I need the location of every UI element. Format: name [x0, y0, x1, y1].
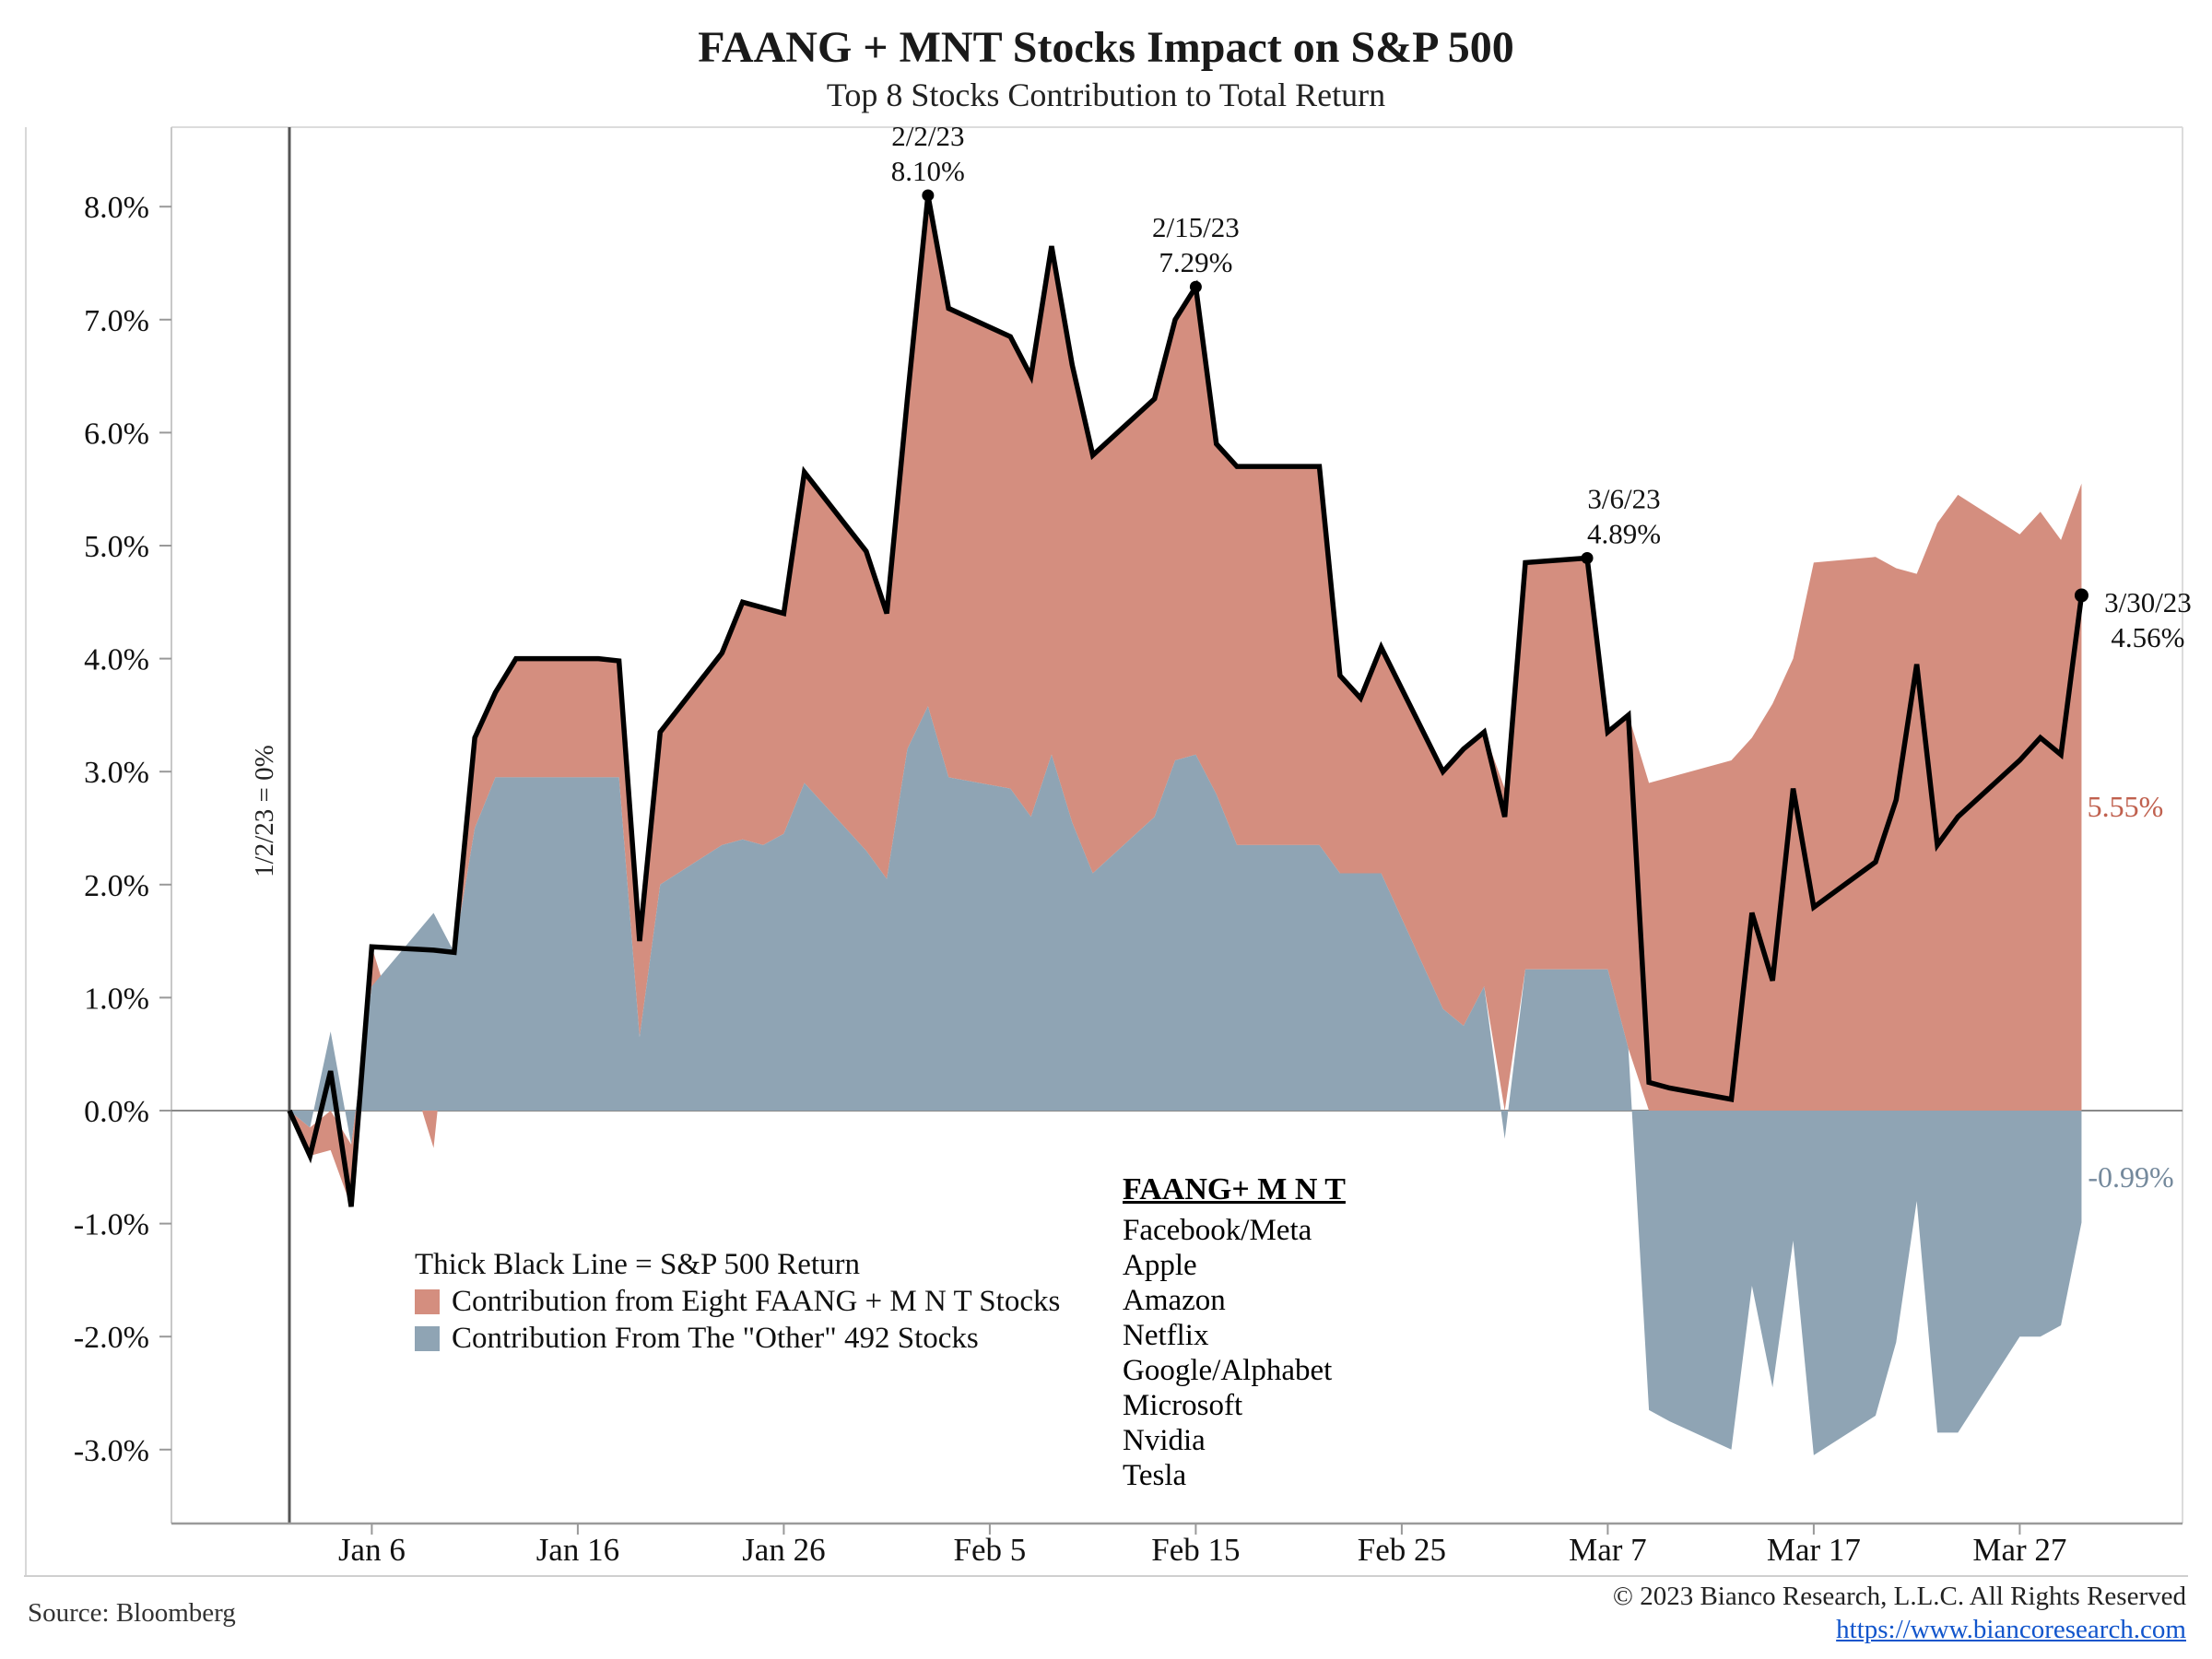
faang-item: Tesla — [1123, 1459, 1187, 1492]
x-tick-label: Jan 6 — [338, 1532, 406, 1568]
y-tick-label: -3.0% — [74, 1434, 149, 1468]
y-tick-label: -1.0% — [74, 1208, 149, 1242]
y-tick-label: 4.0% — [84, 643, 149, 677]
faang-item: Facebook/Meta — [1123, 1214, 1312, 1247]
x-tick-label: Mar 17 — [1767, 1532, 1861, 1568]
research-link[interactable]: https://www.biancoresearch.com — [1836, 1615, 2186, 1644]
other-492-contribution-area — [289, 706, 2082, 1455]
y-tick-label: -2.0% — [74, 1321, 149, 1355]
legend-line-row: Thick Black Line = S&P 500 Return — [415, 1246, 1060, 1283]
x-tick-label: Jan 16 — [536, 1532, 619, 1568]
copyright-note: © 2023 Bianco Research, L.L.C. All Right… — [1612, 1582, 2186, 1611]
y-tick-label: 7.0% — [84, 304, 149, 338]
annotation-dot — [2075, 589, 2088, 602]
sp500-line — [287, 194, 2085, 1207]
x-tick-label: Mar 7 — [1569, 1532, 1647, 1568]
faang-item: Microsoft — [1123, 1389, 1243, 1422]
annotation-date-label: 3/6/23 — [1587, 482, 1660, 514]
baseline-label: 1/2/23 = 0% — [250, 745, 279, 877]
y-tick-label: 8.0% — [84, 191, 149, 225]
annotation-date-label: 2/2/23 — [891, 120, 964, 152]
legend-line-label: Thick Black Line = S&P 500 Return — [415, 1247, 860, 1281]
faang-contribution-area — [289, 194, 2082, 1207]
faang-item: Google/Alphabet — [1123, 1354, 1333, 1387]
faang-item: Nvidia — [1123, 1424, 1206, 1457]
x-tick-label: Feb 25 — [1358, 1532, 1446, 1568]
legend-faang-row: Contribution from Eight FAANG + M N T St… — [415, 1283, 1060, 1320]
faang-swatch-icon — [415, 1288, 440, 1314]
y-tick-label: 5.0% — [84, 530, 149, 564]
annotation-dot — [1581, 551, 1594, 564]
legend-other-row: Contribution From The "Other" 492 Stocks — [415, 1320, 1060, 1357]
annotation-value-label: 4.56% — [2111, 621, 2184, 653]
faang-item: Netflix — [1123, 1319, 1209, 1352]
legend: Thick Black Line = S&P 500 Return Contri… — [415, 1246, 1060, 1357]
x-tick-label: Mar 27 — [1972, 1532, 2066, 1568]
x-tick-label: Feb 15 — [1151, 1532, 1240, 1568]
source-note: Source: Bloomberg — [28, 1598, 236, 1628]
faang-list-items: Facebook/Meta Apple Amazon Netflix Google/Al… — [1123, 1213, 1346, 1493]
annotation-dot — [1189, 280, 1202, 293]
annotation-date-label: 2/15/23 — [1152, 211, 1240, 243]
y-tick-label: 1.0% — [84, 982, 149, 1016]
faang-list-header: FAANG+ M N T — [1123, 1172, 1346, 1206]
x-tick-label: Jan 26 — [742, 1532, 825, 1568]
series-end-label: 5.55% — [2088, 790, 2164, 823]
faang-stock-list: FAANG+ M N T Facebook/Meta Apple Amazon Net… — [1123, 1172, 1346, 1493]
chart-title: FAANG + MNT Stocks Impact on S&P 500 — [698, 23, 1514, 72]
y-tick-label: 3.0% — [84, 756, 149, 790]
faang-item: Amazon — [1123, 1284, 1226, 1317]
faang-item: Apple — [1123, 1249, 1197, 1282]
annotation-dot — [922, 189, 935, 202]
y-tick-label: 2.0% — [84, 869, 149, 903]
legend-other-label: Contribution From The "Other" 492 Stocks — [452, 1321, 979, 1355]
y-tick-label: 6.0% — [84, 417, 149, 451]
y-tick-label: 0.0% — [84, 1095, 149, 1129]
footer-right: © 2023 Bianco Research, L.L.C. All Right… — [1613, 1580, 2186, 1646]
x-tick-label: Feb 5 — [954, 1532, 1027, 1568]
other-swatch-icon — [415, 1325, 440, 1351]
legend-faang-label: Contribution from Eight FAANG + M N T St… — [452, 1284, 1061, 1318]
chart-subtitle: Top 8 Stocks Contribution to Total Retur… — [826, 76, 1386, 113]
series-end-label: -0.99% — [2088, 1160, 2173, 1194]
annotation-value-label: 4.89% — [1587, 517, 1661, 549]
annotation-value-label: 7.29% — [1159, 246, 1232, 278]
annotation-value-label: 8.10% — [891, 155, 965, 187]
annotation-date-label: 3/30/23 — [2104, 586, 2192, 618]
